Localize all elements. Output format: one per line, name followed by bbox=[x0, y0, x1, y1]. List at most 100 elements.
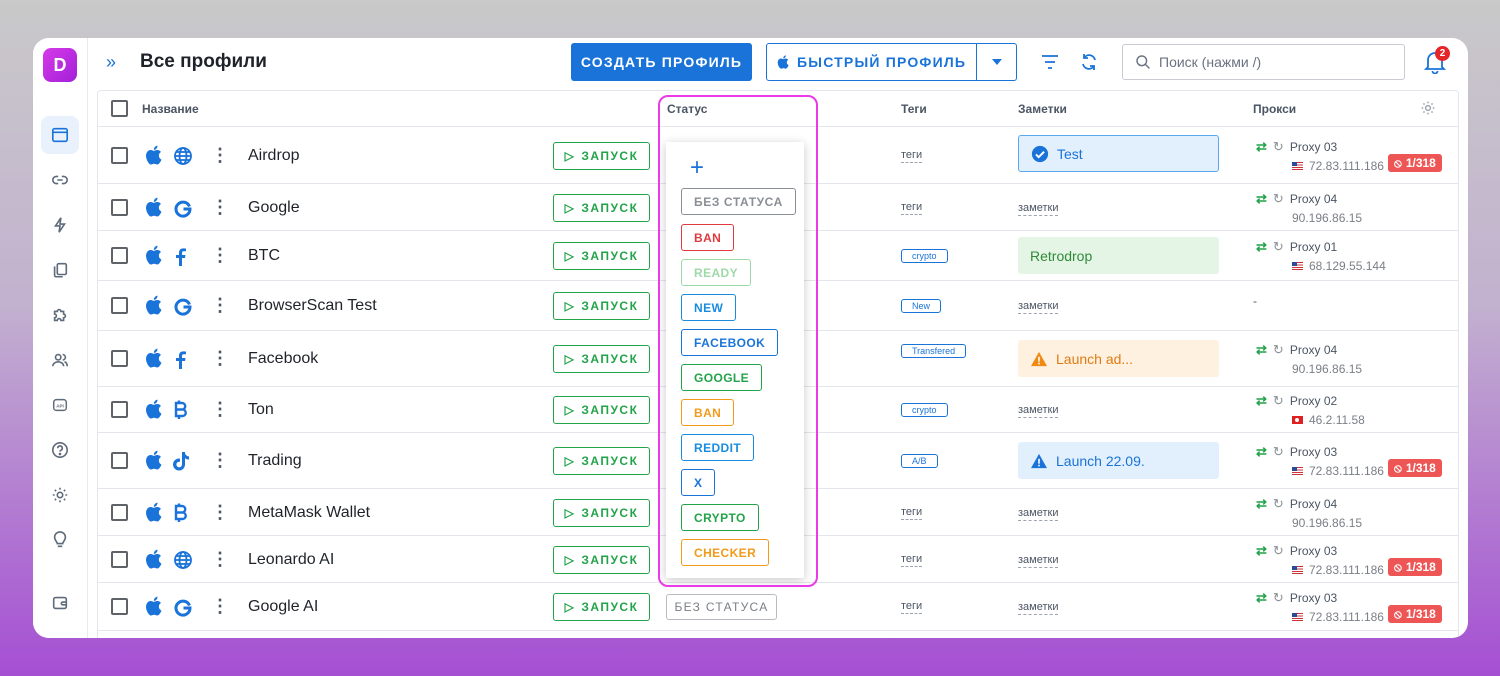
status-option[interactable]: BAN bbox=[681, 399, 735, 426]
profile-name[interactable]: BTC bbox=[248, 247, 280, 264]
refresh-icon[interactable] bbox=[1079, 52, 1099, 72]
proxy-cell[interactable]: ⇄ ↻ Proxy 03 72.83.111.186 bbox=[1256, 444, 1384, 478]
proxy-cell[interactable]: ⇄ ↻ Proxy 02 46.2.11.58 bbox=[1256, 393, 1365, 427]
table-row[interactable]: ⋮ Google ▷ ЗАПУСК теги заметки ⇄ ↻ Proxy 04 90.… bbox=[98, 184, 1458, 231]
launch-button[interactable]: ▷ ЗАПУСК bbox=[553, 499, 650, 527]
row-checkbox[interactable] bbox=[111, 598, 128, 615]
status-option[interactable]: CHECKER bbox=[681, 539, 770, 566]
tag-chip[interactable]: Transfered bbox=[901, 344, 967, 358]
row-checkbox[interactable] bbox=[111, 350, 128, 367]
row-checkbox[interactable] bbox=[111, 247, 128, 264]
swap-icon[interactable]: ⇄ bbox=[1256, 342, 1267, 357]
row-menu-icon[interactable]: ⋮ bbox=[211, 145, 229, 165]
status-badge[interactable]: БЕЗ СТАТУСА bbox=[666, 594, 777, 620]
refresh-proxy-icon[interactable]: ↻ bbox=[1272, 139, 1284, 154]
row-checkbox[interactable] bbox=[111, 452, 128, 469]
search-box[interactable] bbox=[1122, 44, 1405, 80]
notes-link[interactable]: заметки bbox=[1018, 507, 1059, 521]
row-menu-icon[interactable]: ⋮ bbox=[211, 348, 229, 368]
sidebar-item-help[interactable] bbox=[41, 431, 79, 469]
sidebar-item-extensions[interactable] bbox=[41, 296, 79, 334]
notes-link[interactable]: заметки bbox=[1018, 554, 1059, 568]
swap-icon[interactable]: ⇄ bbox=[1256, 239, 1267, 254]
table-row[interactable]: ⋮ BrowserScan Test ▷ ЗАПУСК New заметки - bbox=[98, 281, 1458, 331]
swap-icon[interactable]: ⇄ bbox=[1256, 393, 1267, 408]
launch-button[interactable]: ▷ ЗАПУСК bbox=[553, 593, 650, 621]
sidebar-item-wallet[interactable] bbox=[41, 584, 79, 622]
row-menu-icon[interactable]: ⋮ bbox=[211, 549, 229, 569]
tag-chip[interactable]: A/B bbox=[901, 454, 938, 468]
tags-link[interactable]: теги bbox=[901, 506, 923, 520]
sidebar-item-automation[interactable] bbox=[41, 206, 79, 244]
tag-chip[interactable]: crypto bbox=[901, 403, 948, 417]
refresh-proxy-icon[interactable]: ↻ bbox=[1272, 543, 1284, 558]
proxy-cell[interactable]: ⇄ ↻ Proxy 03 72.83.111.186 bbox=[1256, 590, 1384, 624]
row-checkbox[interactable] bbox=[111, 199, 128, 216]
table-row[interactable]: ⋮ Leonardo AI ▷ ЗАПУСК теги заметки ⇄ ↻ Proxy 0… bbox=[98, 536, 1458, 583]
column-tags[interactable]: Теги bbox=[901, 102, 927, 116]
row-checkbox[interactable] bbox=[111, 297, 128, 314]
tags-link[interactable]: теги bbox=[901, 600, 923, 614]
refresh-proxy-icon[interactable]: ↻ bbox=[1272, 444, 1284, 459]
refresh-proxy-icon[interactable]: ↻ bbox=[1272, 191, 1284, 206]
proxy-cell[interactable]: ⇄ ↻ Proxy 03 72.83.111.186 bbox=[1256, 543, 1384, 577]
expand-sidebar-icon[interactable]: » bbox=[106, 52, 117, 72]
table-row[interactable]: ⋮ Google AI ▷ ЗАПУСК БЕЗ СТАТУСА теги заметки … bbox=[98, 583, 1458, 631]
status-option[interactable]: CRYPTO bbox=[681, 504, 759, 531]
swap-icon[interactable]: ⇄ bbox=[1256, 139, 1267, 154]
profile-name[interactable]: Leonardo AI bbox=[248, 551, 335, 568]
swap-icon[interactable]: ⇄ bbox=[1256, 191, 1267, 206]
sidebar-item-profiles[interactable] bbox=[41, 116, 79, 154]
app-logo[interactable]: D bbox=[43, 48, 77, 82]
status-option[interactable]: GOOGLE bbox=[681, 364, 763, 391]
sidebar-item-proxies[interactable] bbox=[41, 161, 79, 199]
profile-name[interactable]: Ton bbox=[248, 401, 274, 418]
row-menu-icon[interactable]: ⋮ bbox=[211, 596, 229, 616]
refresh-proxy-icon[interactable]: ↻ bbox=[1272, 496, 1284, 511]
row-menu-icon[interactable]: ⋮ bbox=[211, 450, 229, 470]
profile-name[interactable]: Google bbox=[248, 199, 300, 216]
refresh-proxy-icon[interactable]: ↻ bbox=[1272, 239, 1284, 254]
swap-icon[interactable]: ⇄ bbox=[1256, 590, 1267, 605]
refresh-proxy-icon[interactable]: ↻ bbox=[1272, 393, 1284, 408]
note-card[interactable]: Test bbox=[1018, 135, 1219, 172]
create-profile-button[interactable]: СОЗДАТЬ ПРОФИЛЬ bbox=[571, 43, 752, 81]
profile-name[interactable]: Airdrop bbox=[248, 147, 300, 164]
proxy-cell[interactable]: ⇄ ↻ Proxy 04 90.196.86.15 bbox=[1256, 342, 1362, 376]
swap-icon[interactable]: ⇄ bbox=[1256, 496, 1267, 511]
table-row[interactable]: ⋮ Facebook ▷ ЗАПУСК Transfered Launch ad... ⇄… bbox=[98, 331, 1458, 387]
column-status[interactable]: Статус bbox=[667, 102, 708, 116]
sidebar-item-ideas[interactable] bbox=[41, 521, 79, 559]
row-checkbox[interactable] bbox=[111, 401, 128, 418]
notes-link[interactable]: заметки bbox=[1018, 404, 1059, 418]
tags-link[interactable]: теги bbox=[901, 201, 923, 215]
add-status-icon[interactable]: + bbox=[690, 154, 705, 181]
proxy-cell[interactable]: ⇄ ↻ Proxy 04 90.196.86.15 bbox=[1256, 496, 1362, 530]
row-checkbox[interactable] bbox=[111, 504, 128, 521]
launch-button[interactable]: ▷ ЗАПУСК bbox=[553, 546, 650, 574]
launch-button[interactable]: ▷ ЗАПУСК bbox=[553, 194, 650, 222]
status-option[interactable]: FACEBOOK bbox=[681, 329, 779, 356]
status-option[interactable]: NEW bbox=[681, 294, 737, 321]
table-row[interactable]: ⋮ BTC ▷ ЗАПУСК crypto Retrodrop ⇄ ↻ Proxy 01 68… bbox=[98, 231, 1458, 281]
sidebar-item-templates[interactable] bbox=[41, 251, 79, 289]
profile-name[interactable]: Facebook bbox=[248, 350, 319, 367]
profile-name[interactable]: BrowserScan Test bbox=[248, 297, 377, 314]
sidebar-item-api[interactable]: API bbox=[41, 386, 79, 424]
row-menu-icon[interactable]: ⋮ bbox=[211, 399, 229, 419]
tag-chip[interactable]: crypto bbox=[901, 249, 948, 263]
table-row[interactable]: ⋮ Trading ▷ ЗАПУСК A/B Launch 22.09. ⇄ ↻ Proxy … bbox=[98, 433, 1458, 489]
note-card[interactable]: Launch 22.09. bbox=[1018, 442, 1219, 479]
quick-profile-dropdown[interactable] bbox=[976, 44, 1016, 80]
tag-chip[interactable]: New bbox=[901, 299, 942, 313]
launch-button[interactable]: ▷ ЗАПУСК bbox=[553, 142, 650, 170]
column-proxy[interactable]: Прокси bbox=[1253, 102, 1297, 116]
tags-link[interactable]: теги bbox=[901, 553, 923, 567]
notes-link[interactable]: заметки bbox=[1018, 300, 1059, 314]
status-option[interactable]: BAN bbox=[681, 224, 735, 251]
row-checkbox[interactable] bbox=[111, 551, 128, 568]
status-option[interactable]: READY bbox=[681, 259, 752, 286]
filter-icon[interactable] bbox=[1040, 52, 1060, 72]
row-menu-icon[interactable]: ⋮ bbox=[211, 502, 229, 522]
launch-button[interactable]: ▷ ЗАПУСК bbox=[553, 345, 650, 373]
